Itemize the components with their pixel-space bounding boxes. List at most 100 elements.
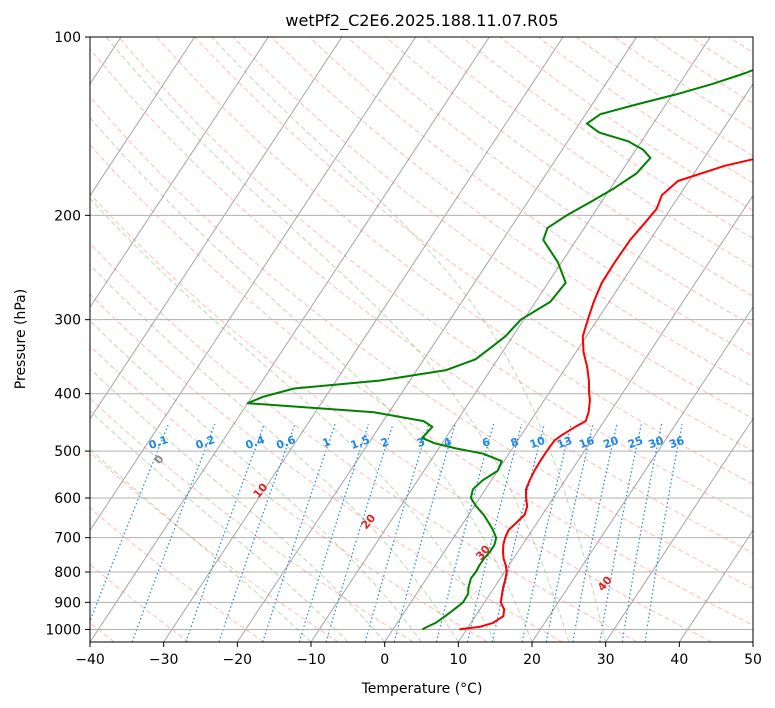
moist-adiabat-line <box>90 410 349 642</box>
mixing-ratio-line <box>644 423 683 642</box>
moist-adiabat-line <box>90 368 386 642</box>
y-tick-label: 300 <box>54 313 81 329</box>
dry-adiabat-line <box>118 37 753 519</box>
mixing-ratio-label: 30 <box>647 434 666 452</box>
mixing-ratio-line <box>364 423 430 642</box>
isotherm-line <box>605 417 753 642</box>
x-tick-label: −30 <box>149 652 179 668</box>
dry-adiabat-line <box>90 345 488 642</box>
mixing-ratio-label: 25 <box>626 434 645 451</box>
mixing-ratio-label: 20 <box>601 434 620 452</box>
x-tick-label: 10 <box>449 652 467 668</box>
x-tick-label: −10 <box>296 652 326 668</box>
y-tick-label: 100 <box>54 30 81 46</box>
y-tick-label: 400 <box>54 387 81 403</box>
x-tick-label: 20 <box>523 652 541 668</box>
x-tick-label: 40 <box>670 652 688 668</box>
temperature-profile <box>459 158 753 631</box>
y-tick-label: 1000 <box>45 622 81 638</box>
mixing-ratio-label: 6 <box>480 435 492 450</box>
y-tick-label: 200 <box>54 208 81 224</box>
isotherm-line <box>90 37 269 309</box>
y-tick-label: 900 <box>54 595 81 611</box>
y-axis-ticks: 100 200 300 400 500 600 700 800 900 1000 <box>45 30 90 638</box>
mixing-ratio-line <box>621 423 663 642</box>
dry-adiabat-line <box>385 37 753 297</box>
isotherm-line <box>90 37 196 197</box>
mixing-ratio-line <box>185 423 265 642</box>
plot-frame <box>89 36 754 643</box>
moist-adiabat-line <box>90 197 496 642</box>
mixing-ratio-label: 0.4 <box>244 433 267 452</box>
chart-title: wetPf2_C2E6.2025.188.11.07.R05 <box>285 11 558 31</box>
y-tick-label: 500 <box>54 444 81 460</box>
isotherm-line <box>531 306 753 642</box>
mixing-ratio-line <box>599 423 642 642</box>
x-tick-label: −40 <box>75 652 105 668</box>
isotherm-line <box>310 37 711 642</box>
dry-adiabat-line <box>232 37 753 420</box>
mixing-ratio-label: 4 <box>442 435 454 450</box>
mixing-ratio-line <box>491 423 545 642</box>
dry-adiabats <box>90 37 753 642</box>
moist-adiabat-line <box>90 264 459 642</box>
y-axis-label: Pressure (hPa) <box>13 289 29 389</box>
isotherm-line <box>90 37 417 532</box>
mixing-ratio-line <box>545 423 594 642</box>
isotherm-line <box>90 37 490 642</box>
moist-adiabat-line <box>211 37 607 642</box>
moist-adiabat-line <box>105 37 570 642</box>
mixing-ratio-line <box>393 423 456 642</box>
mixing-ratio-label: 3 <box>415 435 427 450</box>
mixing-ratio-label: 16 <box>577 434 596 452</box>
mixing-ratio-label: 36 <box>667 434 686 452</box>
mixing-ratio-label: 1.5 <box>349 433 372 452</box>
mixing-ratio-label: 8 <box>509 435 521 450</box>
dewpoint-profile <box>246 69 753 631</box>
mixing-ratio-label: 1 <box>321 435 333 450</box>
isotherms <box>90 37 753 642</box>
y-tick-label: 700 <box>54 531 81 547</box>
plot-area: -100-90-80-70-60-50-40-30-20-10010203040… <box>90 37 753 642</box>
y-tick-label: 800 <box>54 565 81 581</box>
isotherm-line <box>163 37 564 642</box>
dry-adiabat-line <box>90 193 712 642</box>
x-tick-label: −20 <box>223 652 253 668</box>
mixing-ratio-label: 0.6 <box>275 433 298 452</box>
isotherm-line <box>457 194 753 642</box>
x-tick-label: 0 <box>380 652 389 668</box>
isotherm-line <box>90 37 343 420</box>
isotherm-line <box>384 83 753 642</box>
x-tick-label: 50 <box>744 652 762 668</box>
dry-adiabat-line <box>156 37 753 485</box>
sounding-profiles <box>246 69 753 631</box>
mixing-ratio-label: 0.2 <box>194 433 217 452</box>
mixing-ratio-label: 10 <box>528 434 547 452</box>
mixing-ratio-line <box>218 423 296 642</box>
mixing-ratio-line <box>435 423 495 642</box>
dry-adiabat-line <box>90 506 264 642</box>
dry-adiabat-line <box>90 95 753 590</box>
x-axis-ticks: −40 −30 −20 −10 0 10 20 30 40 50 <box>75 642 762 668</box>
x-axis-label: Temperature (°C) <box>361 681 483 697</box>
mixing-ratio-label: 0.1 <box>147 433 170 452</box>
isotherm-line <box>678 529 753 642</box>
mixing-ratio-label: 2 <box>379 435 391 450</box>
dry-adiabat-line <box>90 293 563 642</box>
mixing-ratio-line <box>90 423 170 623</box>
isobars <box>90 37 753 630</box>
moist-adiabats <box>90 37 607 642</box>
x-tick-label: 30 <box>597 652 615 668</box>
moist-adiabat-line <box>90 448 312 642</box>
dry-adiabat-line <box>90 48 753 554</box>
mixing-ratio-line <box>521 423 572 642</box>
mixing-ratio-label: 13 <box>555 434 574 451</box>
dry-adiabat-line <box>90 242 638 642</box>
y-tick-label: 600 <box>54 491 81 507</box>
dry-adiabat-line <box>90 144 753 626</box>
mixing-ratio-line <box>131 423 216 642</box>
isotherm-line <box>236 37 638 642</box>
dry-adiabat-line <box>270 37 753 388</box>
